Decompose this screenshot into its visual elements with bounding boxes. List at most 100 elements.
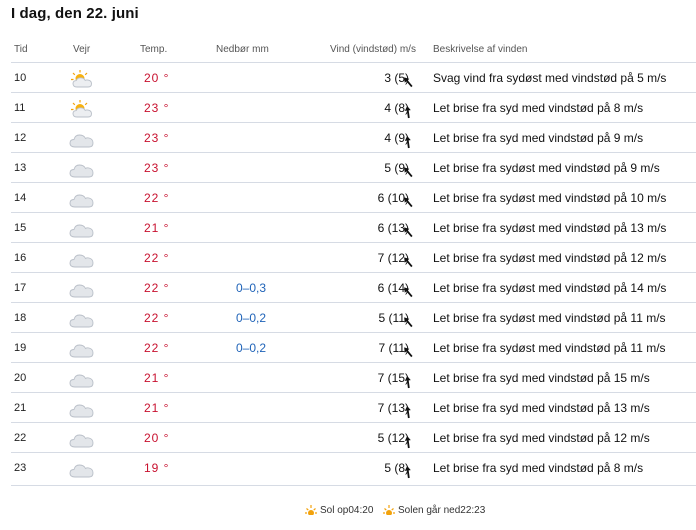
table-row: 19 22 ° 0–0,2 7 (11) Let brise fra sydøst me… bbox=[11, 332, 696, 363]
row-time: 18 bbox=[14, 312, 27, 324]
row-wind: 4 (8) bbox=[384, 101, 409, 115]
col-temp-header: Temp. bbox=[140, 44, 168, 55]
cloud-icon bbox=[69, 250, 95, 268]
table-row: 17 22 ° 0–0,3 6 (14) Let brise fra sydøst me… bbox=[11, 272, 696, 303]
row-time: 15 bbox=[14, 222, 27, 234]
row-time: 14 bbox=[14, 192, 27, 204]
row-time: 11 bbox=[14, 102, 26, 114]
table-row: 12 23 ° 4 (9) Let brise fra syd med vindstø… bbox=[11, 122, 696, 153]
wind-direction-arrow-icon bbox=[401, 101, 415, 119]
sun-cloud-icon bbox=[69, 100, 95, 118]
table-row: 13 23 ° 5 (9) Let brise fra sydøst med vind… bbox=[11, 152, 696, 183]
table-row: 23 19 ° 5 (8) Let brise fra syd med vindstø… bbox=[11, 452, 696, 483]
cloud-icon bbox=[69, 130, 95, 148]
row-time: 19 bbox=[14, 342, 27, 354]
sun-cloud-icon bbox=[69, 70, 95, 88]
wind-direction-arrow-icon bbox=[401, 131, 415, 149]
row-time: 22 bbox=[14, 432, 27, 444]
row-temperature: 21 ° bbox=[144, 221, 170, 235]
cloud-icon bbox=[69, 310, 95, 328]
row-wind-description: Svag vind fra sydøst med vindstød på 5 m… bbox=[433, 71, 667, 85]
cloud-icon bbox=[69, 220, 95, 238]
sunset-info: Solen går ned22:23 bbox=[383, 505, 485, 516]
row-wind-description: Let brise fra syd med vindstød på 9 m/s bbox=[433, 131, 644, 145]
row-wind-description: Let brise fra sydøst med vindstød på 13 … bbox=[433, 221, 667, 235]
wind-direction-arrow-icon bbox=[401, 401, 415, 419]
wind-direction-arrow-icon bbox=[401, 251, 415, 268]
row-temperature: 21 ° bbox=[144, 401, 170, 415]
cloud-icon bbox=[69, 400, 95, 418]
col-rain-header: Nedbør mm bbox=[216, 44, 269, 55]
col-weather-header: Vejr bbox=[73, 44, 91, 55]
row-wind: 3 (5) bbox=[384, 71, 409, 85]
table-row: 20 21 ° 7 (15) Let brise fra syd med vindst… bbox=[11, 362, 696, 393]
row-temperature: 22 ° bbox=[144, 251, 170, 265]
row-wind-description: Let brise fra syd med vindstød på 13 m/s bbox=[433, 401, 650, 415]
row-wind-description: Let brise fra syd med vindstød på 8 m/s bbox=[433, 101, 644, 115]
row-wind: 5 (12) bbox=[377, 431, 409, 445]
wind-direction-arrow-icon bbox=[401, 281, 415, 298]
sunrise-icon bbox=[305, 505, 317, 516]
wind-direction-arrow-icon bbox=[401, 371, 415, 389]
col-desc-header: Beskrivelse af vinden bbox=[433, 44, 528, 55]
row-temperature: 22 ° bbox=[144, 311, 170, 325]
row-wind-description: Let brise fra sydøst med vindstød på 10 … bbox=[433, 191, 667, 205]
row-wind: 6 (14) bbox=[377, 281, 409, 295]
table-row: 11 23 ° 4 (8) Let brise fra syd med vindstø… bbox=[11, 92, 696, 123]
wind-direction-arrow-icon bbox=[401, 191, 415, 208]
wind-direction-arrow-icon bbox=[401, 341, 415, 358]
row-wind: 5 (9) bbox=[384, 161, 409, 175]
sunset-label: Solen går ned22:23 bbox=[398, 505, 486, 516]
cloud-icon bbox=[69, 340, 95, 358]
row-wind: 7 (12) bbox=[377, 251, 409, 265]
wind-direction-arrow-icon bbox=[401, 461, 415, 479]
row-wind-description: Let brise fra sydøst med vindstød på 12 … bbox=[433, 251, 667, 265]
row-temperature: 20 ° bbox=[144, 71, 170, 85]
cloud-icon bbox=[69, 430, 95, 448]
row-wind: 5 (11) bbox=[378, 311, 409, 325]
cloud-icon bbox=[69, 190, 95, 208]
wind-direction-arrow-icon bbox=[401, 161, 415, 178]
table-header: Tid Vejr Temp. Nedbør mm Vind (vindstød)… bbox=[0, 44, 696, 60]
row-temperature: 22 ° bbox=[144, 191, 170, 205]
row-temperature: 23 ° bbox=[144, 101, 170, 115]
table-bottom-divider bbox=[11, 485, 696, 486]
row-temperature: 21 ° bbox=[144, 371, 170, 385]
row-temperature: 23 ° bbox=[144, 161, 170, 175]
row-wind-description: Let brise fra syd med vindstød på 8 m/s bbox=[433, 461, 644, 475]
cloud-icon bbox=[69, 280, 95, 298]
row-time: 16 bbox=[14, 252, 27, 264]
sunrise-info: Sol op04:20 bbox=[305, 505, 373, 516]
row-temperature: 22 ° bbox=[144, 281, 170, 295]
table-row: 16 22 ° 7 (12) Let brise fra sydøst med vin… bbox=[11, 242, 696, 273]
row-wind-description: Let brise fra sydøst med vindstød på 11 … bbox=[433, 341, 666, 355]
row-wind-description: Let brise fra syd med vindstød på 12 m/s bbox=[433, 431, 650, 445]
row-time: 20 bbox=[14, 372, 27, 384]
table-row: 22 20 ° 5 (12) Let brise fra syd med vindst… bbox=[11, 422, 696, 453]
row-wind-description: Let brise fra sydøst med vindstød på 14 … bbox=[433, 281, 667, 295]
row-time: 10 bbox=[14, 72, 27, 84]
sunset-icon bbox=[383, 505, 395, 516]
wind-direction-arrow-icon bbox=[401, 431, 415, 449]
row-wind-description: Let brise fra syd med vindstød på 15 m/s bbox=[433, 371, 650, 385]
table-row: 21 21 ° 7 (13) Let brise fra syd med vindst… bbox=[11, 392, 696, 423]
row-wind: 6 (10) bbox=[377, 191, 409, 205]
row-temperature: 19 ° bbox=[144, 461, 170, 475]
row-time: 17 bbox=[14, 282, 27, 294]
col-time-header: Tid bbox=[14, 44, 28, 55]
row-wind-description: Let brise fra sydøst med vindstød på 9 m… bbox=[433, 161, 660, 175]
row-time: 23 bbox=[14, 462, 27, 474]
row-wind: 5 (8) bbox=[384, 461, 409, 475]
table-row: 10 20 ° 3 (5) Svag vind fra sydøst med vind… bbox=[11, 62, 696, 93]
row-temperature: 23 ° bbox=[144, 131, 170, 145]
row-time: 12 bbox=[14, 132, 27, 144]
page-title: I dag, den 22. juni bbox=[11, 5, 139, 22]
table-row: 18 22 ° 0–0,2 5 (11) Let brise fra sydøst me… bbox=[11, 302, 696, 333]
row-wind: 7 (13) bbox=[377, 401, 409, 415]
row-time: 13 bbox=[14, 162, 27, 174]
row-precipitation: 0–0,2 bbox=[236, 341, 267, 355]
row-temperature: 22 ° bbox=[144, 341, 170, 355]
row-temperature: 20 ° bbox=[144, 431, 170, 445]
table-row: 14 22 ° 6 (10) Let brise fra sydøst med vin… bbox=[11, 182, 696, 213]
row-precipitation: 0–0,3 bbox=[236, 281, 267, 295]
